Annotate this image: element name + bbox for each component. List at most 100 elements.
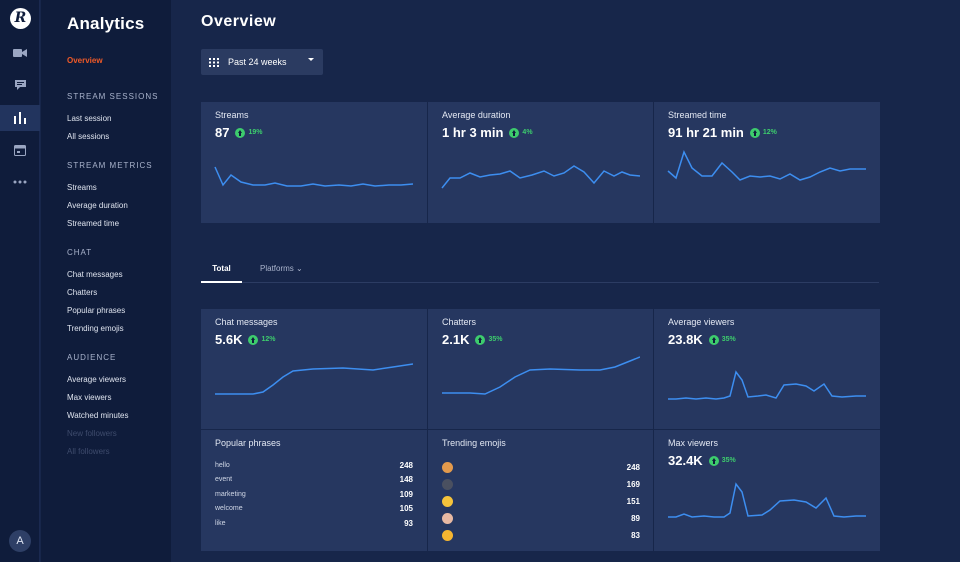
card-label: Chat messages [215,317,278,327]
person-icon [442,513,453,524]
page-title: Overview [201,13,277,30]
avatar[interactable]: A [9,530,31,552]
sidebar-item-all-sessions[interactable]: All sessions [67,132,110,141]
sidebar-item-watched-minutes[interactable]: Watched minutes [67,411,129,420]
card-label: Average duration [442,110,511,120]
card-streams[interactable]: Streams 87 19% [201,102,427,223]
card-label: Average viewers [668,317,735,327]
arrow-up-icon [509,127,520,138]
change-percent: 35% [721,457,736,464]
sidebar-item-new-followers: New followers [67,429,117,438]
list-item: 83 [442,527,640,544]
sparkline [667,149,866,181]
list-item: welcome 105 [215,504,413,514]
section-heading-stream-sessions: STREAM SESSIONS [67,92,159,101]
monkey-icon [442,462,453,473]
sidebar-item-streams[interactable]: Streams [67,183,97,192]
change-percent: 35% [721,336,736,343]
change-percent: 4% [522,129,533,136]
bar-chart-icon[interactable] [0,105,40,131]
card-value: 91 hr 21 min [668,125,744,140]
sparkline [215,363,413,395]
emoji-list: 248 169 151 89 83 [442,459,640,544]
card-max-viewers[interactable]: Max viewers 32.4K 35% [654,430,880,551]
main-content: Overview Past 24 weeks Streams 87 19% Ave… [171,0,960,562]
chat-icon[interactable] [0,72,40,98]
sidebar-item-chatters[interactable]: Chatters [67,288,98,297]
date-range-select[interactable]: Past 24 weeks [201,49,323,75]
arrow-up-icon [248,334,259,345]
list-item: like 93 [215,518,413,528]
card-streamed-time[interactable]: Streamed time 91 hr 21 min 12% [654,102,880,223]
arrow-up-icon [235,127,246,138]
sidebar-item-overview[interactable]: Overview [67,56,103,65]
card-value: 32.4K [668,453,703,468]
section-heading-stream-metrics: STREAM METRICS [67,161,153,170]
list-item: hello 248 [215,460,413,470]
list-item: 169 [442,476,640,493]
analytics-sidebar: Analytics Overview STREAM SESSIONS Last … [41,0,171,562]
card-value: 1 hr 3 min [442,125,504,140]
card-label: Popular phrases [215,438,281,448]
card-value: 5.6K [215,332,243,347]
sidebar-item-popular-phrases[interactable]: Popular phrases [67,306,126,315]
change-percent: 12% [762,129,777,136]
card-popular-phrases[interactable]: Popular phrases hello 248 event 148 market… [201,430,427,551]
change-percent: 35% [488,336,503,343]
list-item: 89 [442,510,640,527]
more-icon[interactable] [0,169,40,195]
sparkline [441,165,640,189]
calendar-icon[interactable] [0,137,40,163]
icon-rail: R A [0,0,40,562]
sidebar-item-trending-emojis[interactable]: Trending emojis [67,324,124,333]
sidebar-title: Analytics [67,14,145,33]
card-label: Streamed time [668,110,727,120]
list-item: 248 [442,459,640,476]
sidebar-item-chat-messages[interactable]: Chat messages [67,270,123,279]
arrow-up-icon [708,334,719,345]
card-label: Trending emojis [442,438,506,448]
change-percent: 12% [261,336,276,343]
card-average-duration[interactable]: Average duration 1 hr 3 min 4% [428,102,653,223]
sparkline [442,356,640,395]
card-chat-messages[interactable]: Chat messages 5.6K 12% [201,309,427,429]
card-average-viewers[interactable]: Average viewers 23.8K 35% [654,309,880,429]
bomb-icon [442,479,453,490]
squinting-face-icon [442,496,453,507]
calendar-grid-icon [209,57,219,67]
tab-platforms[interactable]: Platforms ⌄ [260,264,303,273]
arrow-up-icon [475,334,486,345]
change-percent: 19% [248,129,263,136]
arrow-up-icon [708,455,719,466]
tab-total[interactable]: Total [201,262,242,283]
card-label: Chatters [442,317,477,327]
sidebar-item-max-viewers[interactable]: Max viewers [67,393,112,402]
arrow-up-icon [749,127,760,138]
date-range-value: Past 24 weeks [228,57,287,67]
sidebar-item-average-duration[interactable]: Average duration [67,201,128,210]
sidebar-item-average-viewers[interactable]: Average viewers [67,375,126,384]
camera-icon[interactable] [0,40,40,66]
hatching-chick-icon [442,530,453,541]
section-heading-chat: CHAT [67,248,93,257]
sidebar-item-last-session[interactable]: Last session [67,114,112,123]
tab-bar: Total Platforms ⌄ [201,258,879,283]
sidebar-item-streamed-time[interactable]: Streamed time [67,219,120,228]
card-label: Streams [215,110,249,120]
section-heading-audience: AUDIENCE [67,353,117,362]
list-item: marketing 109 [215,489,413,499]
phrase-list: hello 248 event 148 marketing 109 welcome 10… [215,458,413,531]
list-item: event 148 [215,475,413,485]
chevron-down-icon [308,58,314,61]
app-logo[interactable]: R [10,8,31,29]
sparkline [668,370,866,400]
card-value: 23.8K [668,332,703,347]
list-item: 151 [442,493,640,510]
card-label: Max viewers [668,438,719,448]
card-chatters[interactable]: Chatters 2.1K 35% [428,309,653,429]
sparkline [668,482,866,518]
card-value: 2.1K [442,332,470,347]
card-trending-emojis[interactable]: Trending emojis 248 169 151 89 83 [428,430,653,551]
sidebar-item-all-followers: All followers [67,447,110,456]
card-value: 87 [215,125,230,140]
